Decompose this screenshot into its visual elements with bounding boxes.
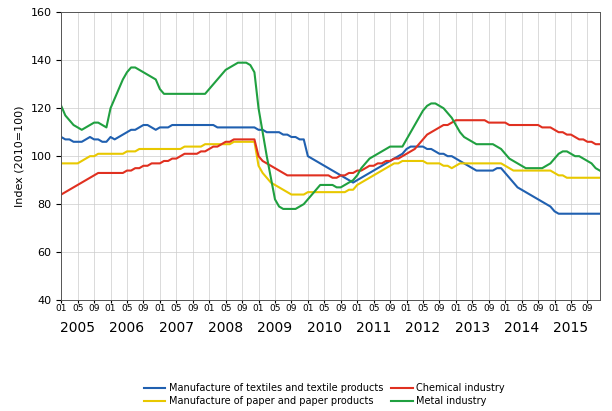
Y-axis label: Index (2010=100): Index (2010=100) (15, 106, 25, 207)
Legend: Manufacture of textiles and textile products, Manufacture of paper and paper pro: Manufacture of textiles and textile prod… (144, 383, 505, 406)
